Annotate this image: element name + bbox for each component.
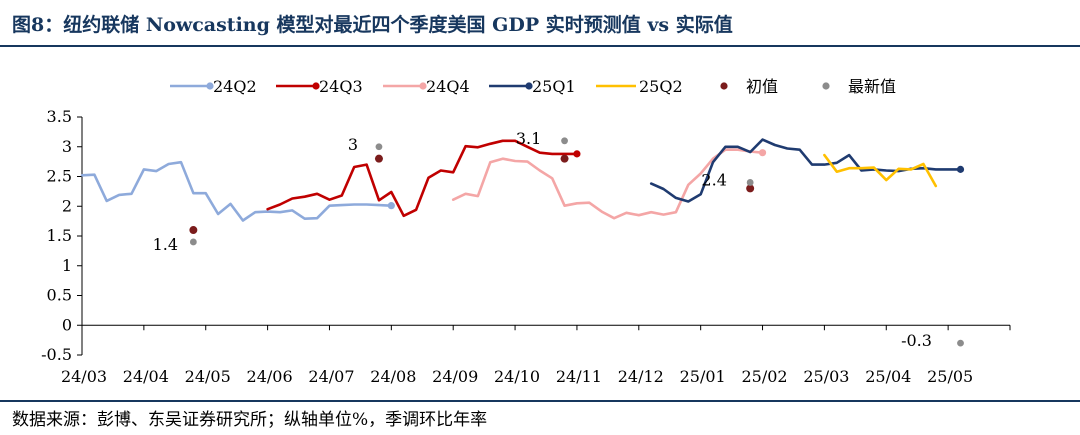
x-tick-label: 24/08 [370,367,416,386]
initial-value-point [189,226,198,235]
series-lines [80,138,965,222]
x-tick-label: 25/03 [803,367,849,386]
x-tick-label: 24/04 [123,367,169,386]
data-labels: 1.4 3 3.1 2.4 -0.3 [153,129,932,350]
x-tick-label: 24/11 [556,367,602,386]
legend-marker-25Q1 [525,82,533,90]
source-note: 数据来源：彭博、东吴证券研究所；纵轴单位%，季调环比年率 [12,410,488,430]
y-tick-label: 3 [62,137,72,156]
x-tick-label: 24/05 [185,367,231,386]
series-end-marker-24Q2 [387,202,395,210]
chart-title: 图8：纽约联储 Nowcasting 模型对最近四个季度美国 GDP 实时预测值… [12,14,733,36]
scatter-points [189,137,964,347]
legend-label: 最新值 [848,77,896,96]
x-tick-label: 25/05 [927,367,973,386]
y-tick-label: 1 [62,256,72,275]
latest-value-point [746,179,754,186]
legend-marker-24Q4 [419,82,427,90]
legend-label: 25Q1 [532,77,576,96]
initial-value-point [560,154,569,163]
x-tick-label: 24/07 [308,367,354,386]
title-rule [0,45,1080,47]
series-line-25Q2 [823,153,938,188]
legend-label: 24Q3 [319,77,363,96]
y-tick-label: 0.5 [47,286,72,305]
data-label: -0.3 [901,331,932,350]
legend-label: 24Q2 [213,77,257,96]
series-end-marker-25Q1 [956,165,965,173]
x-tick-label: 24/09 [432,367,478,386]
legend-marker-24Q2 [206,82,214,90]
gdp-nowcast-chart: 3.5 3 2.5 2 1.5 1 0.5 0 -0.5 24/03 24/04 24/05 24/06… [41,77,1011,386]
legend-label: 初值 [746,77,778,96]
x-tick-label: 24/03 [61,367,107,386]
y-tick-label: -0.5 [41,345,72,364]
series-line-24Q3 [266,139,579,218]
y-tick-label: 3.5 [47,107,72,126]
x-tick-label: 25/02 [741,367,787,386]
series-line-24Q2 [80,160,393,222]
y-tick-label: 1.5 [47,226,72,245]
x-tick-label: 25/04 [865,367,911,386]
data-label: 2.4 [701,170,726,189]
x-tick-label: 24/12 [618,367,664,386]
latest-value-point [375,143,383,151]
footer-rule [0,400,1080,402]
data-label: 1.4 [153,235,178,254]
legend-label: 24Q4 [426,77,470,96]
legend-label: 25Q2 [639,77,683,96]
x-tick-label: 25/01 [680,367,726,386]
legend-dot [822,82,830,90]
latest-value-point [189,238,197,246]
axes: 3.5 3 2.5 2 1.5 1 0.5 0 -0.5 24/03 24/04 24/05 24/06… [41,107,1011,386]
data-label: 3.1 [516,129,541,148]
series-end-marker-24Q4 [758,149,767,157]
legend: 24Q2 24Q3 24Q4 25Q1 25Q2 初值 最新值 [170,77,896,96]
y-tick-label: 2.5 [47,167,72,186]
series-line-25Q1 [649,138,962,203]
latest-value-point [957,339,964,347]
y-tick-label: 2 [62,196,72,215]
initial-value-point [746,184,755,193]
latest-value-point [561,137,568,145]
x-tick-label: 24/10 [494,367,540,386]
legend-dot [720,82,728,90]
series-line-24Q4 [451,148,764,220]
data-label: 3 [348,135,358,154]
y-tick-label: 0 [62,315,72,334]
series-end-marker-24Q3 [573,150,581,158]
legend-marker-24Q3 [312,82,320,90]
x-tick-label: 24/06 [247,367,293,386]
initial-value-point [374,154,383,163]
